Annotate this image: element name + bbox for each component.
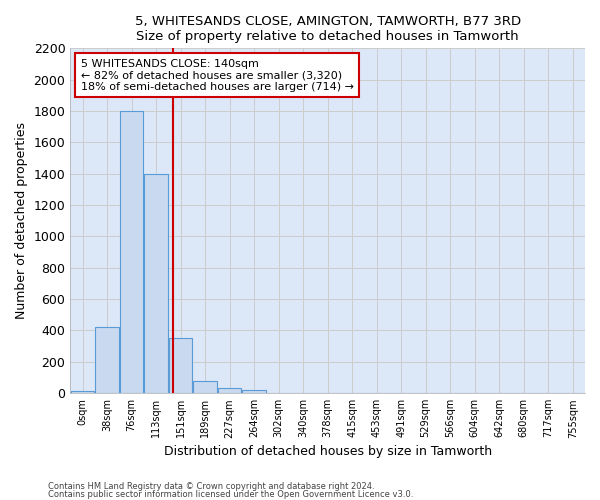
Bar bbox=[242, 390, 266, 393]
Text: 5 WHITESANDS CLOSE: 140sqm
← 82% of detached houses are smaller (3,320)
18% of s: 5 WHITESANDS CLOSE: 140sqm ← 82% of deta… bbox=[80, 58, 353, 92]
Title: 5, WHITESANDS CLOSE, AMINGTON, TAMWORTH, B77 3RD
Size of property relative to de: 5, WHITESANDS CLOSE, AMINGTON, TAMWORTH,… bbox=[134, 15, 521, 43]
Bar bbox=[95, 328, 119, 393]
Bar bbox=[169, 338, 192, 393]
Bar bbox=[71, 391, 94, 393]
Bar bbox=[145, 174, 168, 393]
Bar bbox=[218, 388, 241, 393]
Bar bbox=[193, 380, 217, 393]
Y-axis label: Number of detached properties: Number of detached properties bbox=[15, 122, 28, 320]
X-axis label: Distribution of detached houses by size in Tamworth: Distribution of detached houses by size … bbox=[164, 444, 492, 458]
Text: Contains HM Land Registry data © Crown copyright and database right 2024.: Contains HM Land Registry data © Crown c… bbox=[48, 482, 374, 491]
Bar bbox=[120, 111, 143, 393]
Text: Contains public sector information licensed under the Open Government Licence v3: Contains public sector information licen… bbox=[48, 490, 413, 499]
